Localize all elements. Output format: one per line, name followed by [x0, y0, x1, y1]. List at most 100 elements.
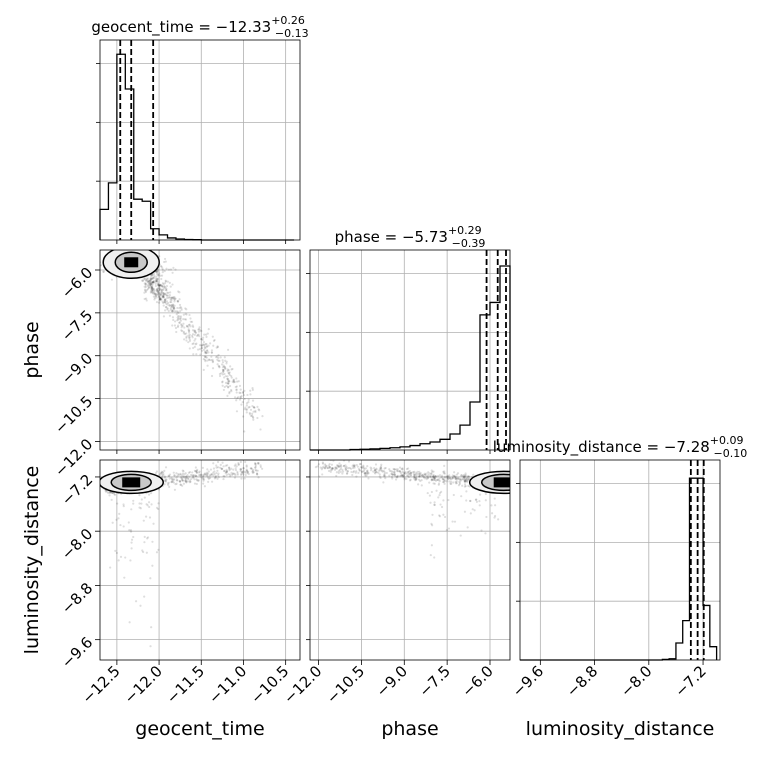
sample-point: [144, 285, 147, 289]
sample-point: [149, 290, 152, 293]
sample-point: [218, 372, 221, 376]
sample-point: [198, 326, 201, 329]
sample-point: [192, 476, 195, 479]
sample-point: [228, 392, 231, 395]
sample-point: [189, 320, 192, 323]
sample-point: [158, 299, 161, 302]
sample-point: [239, 468, 242, 471]
sample-point: [194, 474, 197, 477]
sample-point: [395, 469, 399, 472]
sample-point: [374, 463, 378, 466]
sample-point: [314, 466, 317, 469]
sample-point: [465, 479, 469, 482]
sample-point: [160, 290, 163, 293]
sample-point: [404, 471, 407, 474]
sample-point: [193, 329, 196, 332]
sample-point: [171, 316, 175, 319]
sample-point: [227, 371, 230, 374]
sample-point: [173, 478, 176, 481]
sample-point: [164, 479, 168, 482]
sample-point: [345, 472, 349, 475]
sample-point: [165, 306, 168, 309]
x-tick-label: −12.0: [121, 662, 166, 707]
sample-point: [176, 479, 179, 482]
sample-point: [235, 465, 238, 468]
sample-point: [222, 388, 226, 392]
sample-point: [149, 277, 152, 280]
sample-point: [204, 333, 208, 336]
sample-point: [176, 300, 179, 303]
sample-point: [152, 287, 155, 290]
sample-point: [243, 397, 246, 401]
sample-point: [255, 469, 258, 472]
sample-point: [403, 476, 406, 480]
sample-point: [169, 297, 173, 300]
sample-point: [394, 474, 397, 477]
sample-point: [202, 343, 205, 346]
sample-point: [422, 475, 426, 479]
sample-point: [413, 473, 416, 477]
sample-point: [162, 295, 165, 299]
sample-point: [429, 553, 432, 557]
sample-point: [163, 469, 166, 472]
sample-point: [113, 493, 116, 496]
sample-point: [341, 470, 345, 473]
sample-point: [152, 280, 155, 284]
sample-point: [432, 470, 435, 473]
sample-point: [355, 475, 358, 478]
sample-point: [430, 544, 433, 547]
sample-point: [218, 359, 221, 362]
sample-point: [204, 351, 207, 354]
sample-point: [414, 476, 417, 479]
sample-point: [177, 311, 180, 314]
sample-point: [431, 478, 434, 481]
sample-point: [228, 469, 231, 472]
sample-point: [227, 372, 231, 375]
sample-point: [454, 475, 457, 479]
sample-point: [149, 285, 152, 289]
sample-point: [167, 291, 170, 294]
sample-point: [116, 502, 119, 505]
sample-point: [236, 473, 239, 476]
sample-point: [237, 463, 240, 466]
sample-point: [475, 500, 478, 503]
sample-point: [215, 476, 218, 479]
sample-point: [161, 294, 165, 297]
sample-point: [156, 289, 159, 292]
sample-point: [327, 469, 331, 473]
sample-point: [490, 504, 493, 507]
sample-point: [369, 466, 372, 469]
sample-point: [379, 467, 383, 470]
sample-point: [241, 390, 245, 394]
sample-point: [157, 294, 160, 297]
sample-point: [228, 380, 231, 383]
sample-point: [224, 375, 227, 378]
sample-point: [173, 298, 176, 301]
sample-point: [242, 467, 245, 470]
sample-point: [168, 304, 171, 307]
sample-point: [234, 385, 237, 389]
sample-point: [438, 491, 442, 495]
sample-point: [243, 408, 246, 411]
sample-point: [445, 476, 449, 479]
sample-point: [150, 284, 153, 287]
sample-point: [180, 477, 184, 480]
sample-point: [158, 473, 162, 476]
sample-point: [150, 286, 154, 290]
sample-point: [171, 297, 175, 300]
sample-point: [163, 285, 166, 288]
sample-point: [399, 470, 402, 473]
sample-point: [189, 317, 192, 320]
sample-point: [316, 465, 319, 468]
sample-point: [156, 290, 159, 293]
sample-point: [159, 274, 162, 277]
sample-point: [431, 513, 434, 516]
sample-point: [163, 260, 166, 264]
sample-point: [180, 323, 183, 326]
sample-point: [167, 474, 171, 478]
sample-point: [227, 382, 230, 385]
sample-point: [176, 299, 179, 303]
sample-point: [430, 478, 434, 481]
sample-point: [200, 344, 203, 347]
sample-point: [202, 340, 206, 344]
